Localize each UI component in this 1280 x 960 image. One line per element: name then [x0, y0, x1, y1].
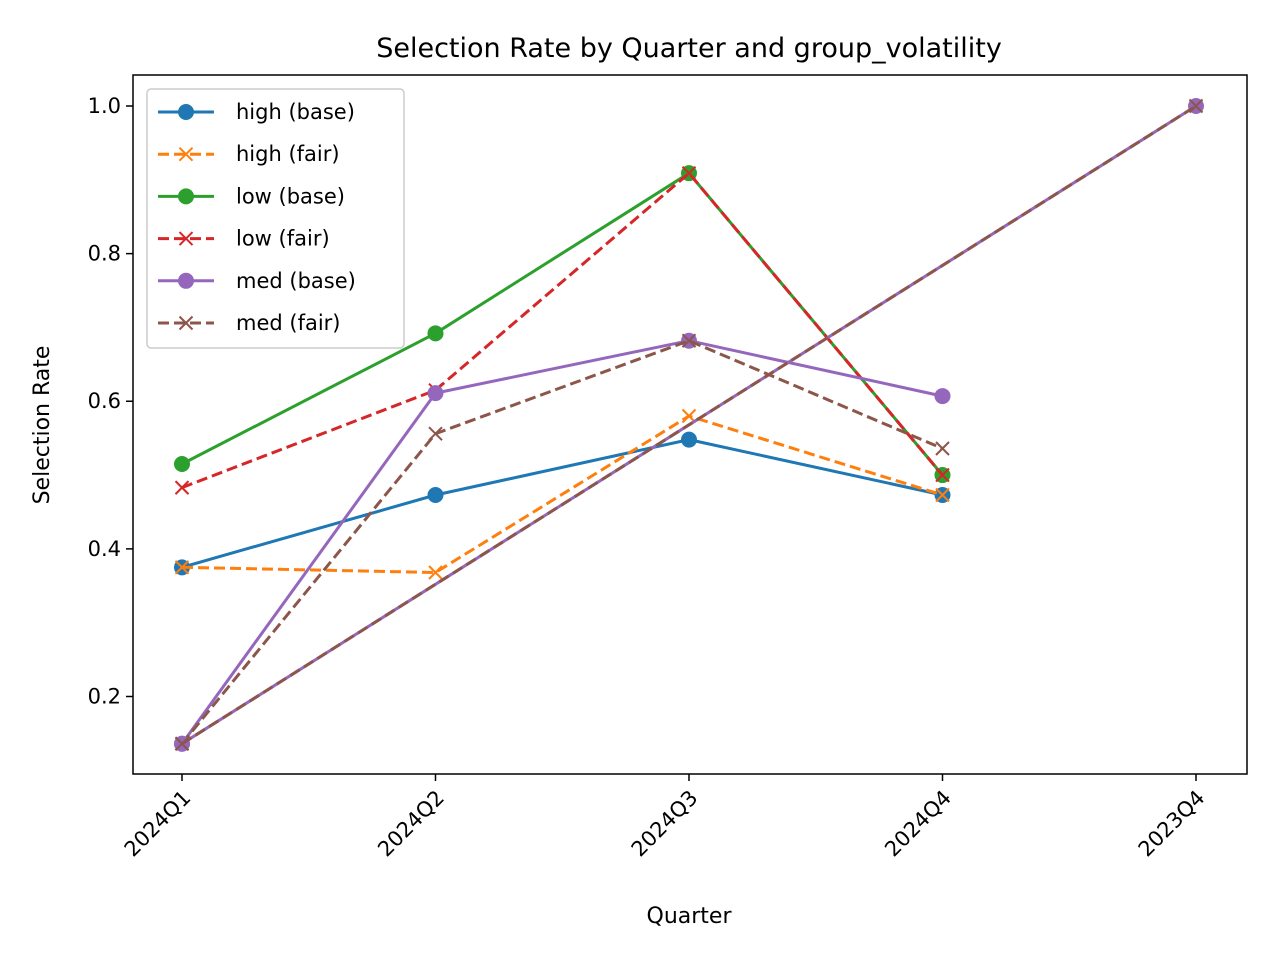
extra-line-1-point-0 [174, 736, 190, 751]
legend-marker-5-stroke-b [178, 315, 194, 331]
extra-line-1 [174, 98, 1204, 751]
legend-item-4: med (base) [158, 269, 356, 293]
series-4-line [180, 339, 943, 745]
series-3-point-3 [935, 467, 950, 483]
extra-line-1-line [181, 104, 1197, 745]
series-4-point-3 [934, 388, 951, 405]
series-5-point-1-stroke-b [428, 426, 443, 441]
series-1-point-3 [935, 487, 950, 503]
legend-marker-2 [178, 188, 194, 205]
series-2-point-1 [427, 325, 444, 342]
series-5-point-1 [428, 426, 443, 441]
series-1-point-2 [681, 408, 697, 424]
y-tick-label-2: 0.6 [88, 389, 121, 413]
series-1-point-3-stroke-b [935, 487, 950, 503]
legend-marker-0 [178, 104, 194, 120]
series-1 [174, 408, 950, 580]
legend-label-0: high (base) [236, 100, 355, 124]
series-3-point-3-stroke-b [935, 467, 950, 483]
legend-marker-5 [178, 315, 194, 331]
legend-item-0: high (base) [158, 100, 355, 124]
legend-item-3: low (fair) [158, 227, 330, 251]
series-1-point-0-stroke-b [174, 560, 190, 575]
legend-marker-3 [178, 231, 194, 246]
legend-item-5: med (fair) [158, 311, 341, 335]
extra-line-1-point-1-stroke-b [1188, 98, 1204, 114]
series-5-point-3 [935, 441, 950, 456]
series-3-point-0-stroke-b [174, 480, 190, 495]
series-3-line [181, 171, 944, 490]
y-tick-label-1: 0.4 [88, 537, 121, 561]
x-axis-label: Quarter [647, 904, 733, 929]
series-0-point-1 [427, 486, 444, 503]
series-1-point-2-stroke-b [681, 408, 697, 424]
chart-title: Selection Rate by Quarter and group_vola… [376, 33, 1002, 64]
y-axis-label: Selection Rate [30, 346, 55, 505]
series-5-point-2 [681, 333, 697, 348]
legend-label-1: high (fair) [236, 142, 340, 166]
series-1-line [181, 414, 943, 574]
plot-frame [132, 74, 1248, 775]
series-0-point-2 [681, 431, 697, 448]
series-1-point-0 [174, 560, 190, 575]
legend-marker-4 [178, 272, 194, 289]
legend-box [146, 88, 405, 349]
series-3-point-0 [174, 480, 190, 495]
legend-label-2: low (base) [236, 184, 345, 208]
series-5-line [180, 339, 944, 745]
series-3-point-2 [681, 165, 697, 181]
extra-line-1-point-0-stroke-b [174, 736, 190, 751]
series-3-point-2-stroke-b [681, 165, 697, 181]
legend-label-4: med (base) [236, 269, 356, 293]
y-tick-label-3: 0.8 [88, 242, 121, 266]
series-4-point-1 [427, 385, 444, 402]
extra-line-1-point-1 [1188, 98, 1204, 114]
series-0-line [181, 438, 943, 569]
series-1-point-1-stroke-b [428, 565, 443, 580]
y-tick-label-0: 0.2 [88, 684, 121, 708]
legend-marker-1 [178, 146, 194, 162]
legend-marker-3-stroke-b [178, 231, 194, 246]
legend-item-2: low (base) [158, 184, 345, 208]
y-tick-label-4: 1.0 [88, 94, 121, 118]
series-5-point-3-stroke-b [935, 441, 950, 456]
series-layer [174, 98, 1204, 752]
legend-item-1: high (fair) [158, 142, 340, 166]
series-1-point-1 [428, 565, 443, 580]
legend: high (base) high (fair) low (base) low (fai… [146, 88, 405, 349]
series-2-point-0 [174, 455, 190, 472]
series-5-point-2-stroke-b [681, 333, 697, 348]
legend-label-5: med (fair) [236, 311, 341, 335]
legend-marker-1-stroke-b [178, 146, 194, 162]
legend-label-3: low (fair) [236, 227, 330, 251]
